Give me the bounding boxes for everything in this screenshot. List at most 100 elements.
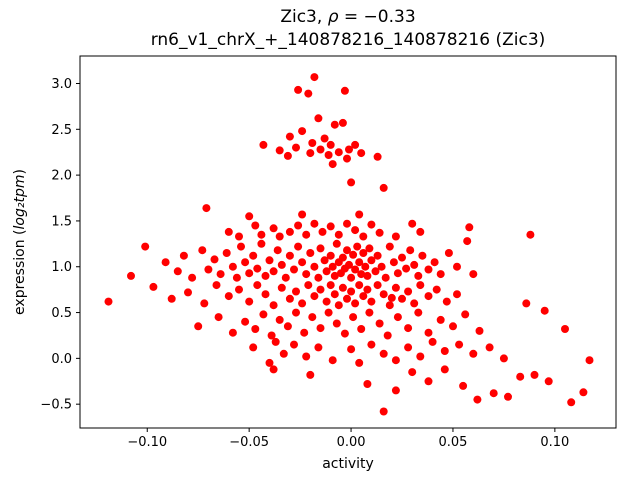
- data-point: [343, 294, 351, 303]
- data-point: [530, 370, 539, 379]
- data-point: [141, 242, 150, 251]
- data-point: [302, 270, 311, 279]
- data-point: [359, 232, 368, 241]
- data-point: [367, 340, 376, 349]
- data-point: [387, 293, 396, 302]
- data-point: [351, 140, 360, 149]
- data-point: [345, 260, 353, 269]
- data-point: [188, 273, 197, 282]
- data-point: [414, 271, 423, 280]
- data-point: [290, 340, 298, 349]
- data-point: [475, 326, 484, 335]
- data-point: [224, 227, 233, 236]
- data-point: [385, 301, 394, 310]
- data-point: [418, 251, 427, 260]
- data-point: [343, 246, 351, 255]
- data-point: [540, 306, 549, 315]
- data-point: [367, 256, 376, 265]
- data-point: [316, 324, 325, 333]
- data-point: [210, 255, 219, 264]
- data-point: [269, 301, 278, 310]
- data-point: [279, 349, 288, 358]
- data-point: [459, 381, 468, 390]
- data-point: [235, 232, 243, 241]
- data-point: [216, 270, 225, 279]
- data-point: [424, 265, 433, 274]
- data-point: [526, 230, 535, 239]
- data-point: [504, 392, 512, 401]
- data-point: [402, 264, 411, 273]
- data-point: [389, 258, 398, 267]
- data-point: [308, 313, 317, 322]
- data-point: [414, 308, 423, 317]
- data-point: [320, 134, 329, 143]
- data-point: [304, 281, 313, 290]
- data-point: [355, 281, 364, 290]
- data-point: [324, 308, 333, 317]
- data-point: [449, 322, 457, 331]
- data-point: [351, 299, 360, 308]
- data-point: [285, 132, 294, 141]
- y-tick-label: −0.5: [40, 398, 72, 413]
- data-point: [281, 273, 290, 282]
- data-point: [253, 264, 262, 273]
- data-point: [251, 221, 260, 230]
- data-point: [237, 242, 245, 251]
- data-point: [428, 337, 437, 346]
- data-point: [398, 294, 406, 303]
- data-point: [469, 349, 478, 358]
- data-point: [300, 328, 309, 337]
- data-point: [302, 352, 311, 361]
- chart-title: Zic3, ρ = −0.33: [80, 6, 616, 28]
- data-point: [473, 395, 482, 404]
- data-point: [424, 377, 433, 386]
- data-point: [363, 271, 372, 280]
- data-point: [465, 223, 474, 232]
- data-point: [349, 250, 358, 259]
- data-point: [377, 262, 386, 271]
- data-point: [283, 322, 292, 331]
- data-point: [316, 145, 325, 154]
- data-point: [379, 290, 388, 299]
- data-point: [275, 146, 284, 155]
- data-point: [393, 269, 402, 278]
- rho-symbol: ρ: [327, 7, 339, 27]
- data-point: [355, 258, 364, 267]
- data-point: [298, 127, 307, 136]
- data-point: [355, 210, 364, 219]
- chart-title-prefix: Zic3,: [280, 7, 328, 27]
- data-point: [393, 313, 402, 322]
- data-point: [298, 299, 307, 308]
- x-tick-label: 0.00: [337, 435, 366, 450]
- data-point: [292, 143, 300, 152]
- data-point: [292, 308, 300, 317]
- data-point: [275, 232, 284, 241]
- y-tick-label: 2.0: [51, 169, 72, 184]
- data-point: [306, 370, 315, 379]
- data-point: [253, 281, 262, 290]
- data-point: [499, 354, 508, 363]
- x-axis-label: activity: [322, 456, 374, 472]
- data-point: [224, 292, 233, 301]
- chart-title-suffix: = −0.33: [338, 7, 416, 27]
- data-point: [404, 324, 413, 333]
- data-point: [351, 226, 360, 235]
- data-point: [367, 220, 376, 229]
- data-point: [314, 343, 323, 352]
- data-point: [381, 273, 390, 282]
- data-point: [320, 256, 329, 265]
- data-point: [228, 328, 237, 337]
- data-point: [330, 290, 339, 299]
- data-point: [355, 358, 364, 367]
- data-point: [444, 249, 453, 257]
- data-point: [461, 310, 470, 319]
- data-point: [241, 317, 250, 326]
- data-point: [379, 183, 388, 192]
- data-point: [410, 260, 419, 269]
- data-point: [436, 270, 445, 279]
- data-point: [347, 273, 356, 282]
- data-point: [416, 352, 425, 361]
- data-point: [357, 325, 366, 333]
- data-point: [371, 267, 380, 276]
- x-tick-label: 0.05: [438, 435, 467, 450]
